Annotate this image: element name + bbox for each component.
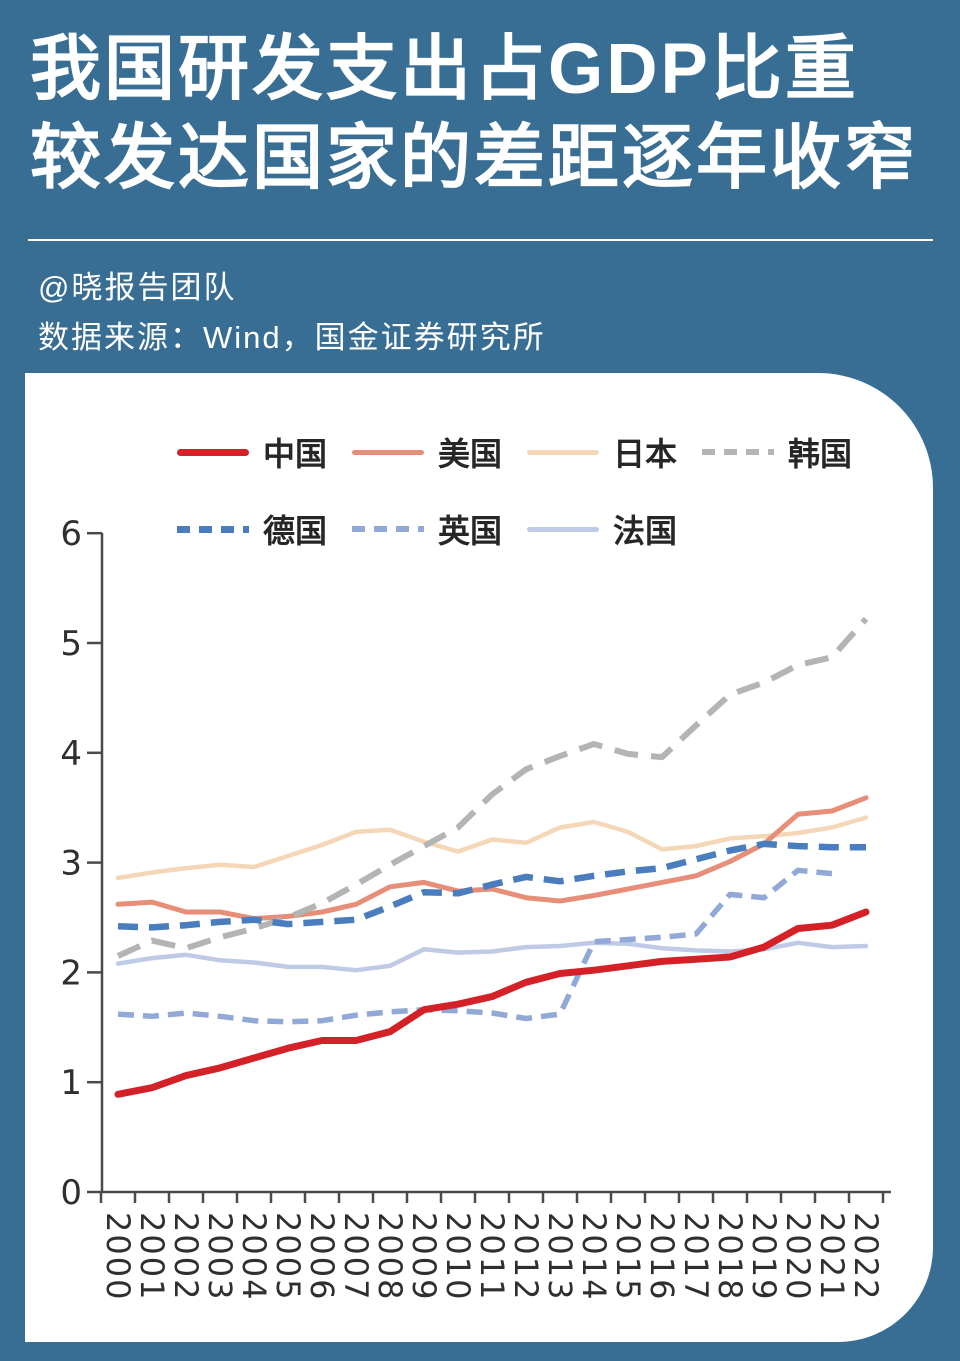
legend-swatch-germany — [177, 525, 249, 533]
legend-item-uk: 英国 — [352, 506, 527, 552]
chart-card: 中国 美国 日本 韩国 德国 英国 法国 — [25, 373, 933, 1342]
legend-swatch-china — [177, 448, 249, 456]
legend-item-germany: 德国 — [177, 506, 352, 552]
legend-item-usa: 美国 — [352, 429, 527, 475]
page-title: 我国研发支出占GDP比重 较发达国家的差距逐年收窄 — [30, 26, 940, 204]
author-handle: @晓报告团队 — [38, 270, 237, 305]
legend-item-france: 法国 — [527, 506, 702, 552]
legend-swatch-usa — [352, 449, 424, 455]
legend-item-japan: 日本 — [527, 429, 702, 475]
legend-swatch-japan — [527, 449, 599, 455]
page-title-line2: 较发达国家的差距逐年收窄 — [30, 118, 919, 198]
legend-label-usa: 美国 — [438, 436, 503, 472]
legend-swatch-korea — [702, 449, 774, 455]
legend-item-china: 中国 — [177, 429, 352, 475]
data-source: 数据来源：Wind，国金证券研究所 — [38, 320, 546, 355]
legend-swatch-france — [527, 526, 599, 532]
legend-label-china: 中国 — [263, 436, 328, 472]
legend-label-uk: 英国 — [438, 513, 503, 549]
legend-label-korea: 韩国 — [788, 436, 853, 472]
legend-label-germany: 德国 — [263, 513, 328, 549]
legend-item-korea: 韩国 — [702, 429, 877, 475]
legend-swatch-uk — [352, 526, 424, 532]
divider — [28, 239, 933, 241]
legend-row-1: 中国 美国 日本 韩国 — [177, 434, 877, 472]
page-title-line1: 我国研发支出占GDP比重 — [30, 30, 859, 109]
legend-row-2: 德国 英国 法国 — [177, 511, 702, 549]
legend-label-france: 法国 — [613, 513, 678, 549]
legend-label-japan: 日本 — [613, 436, 678, 472]
